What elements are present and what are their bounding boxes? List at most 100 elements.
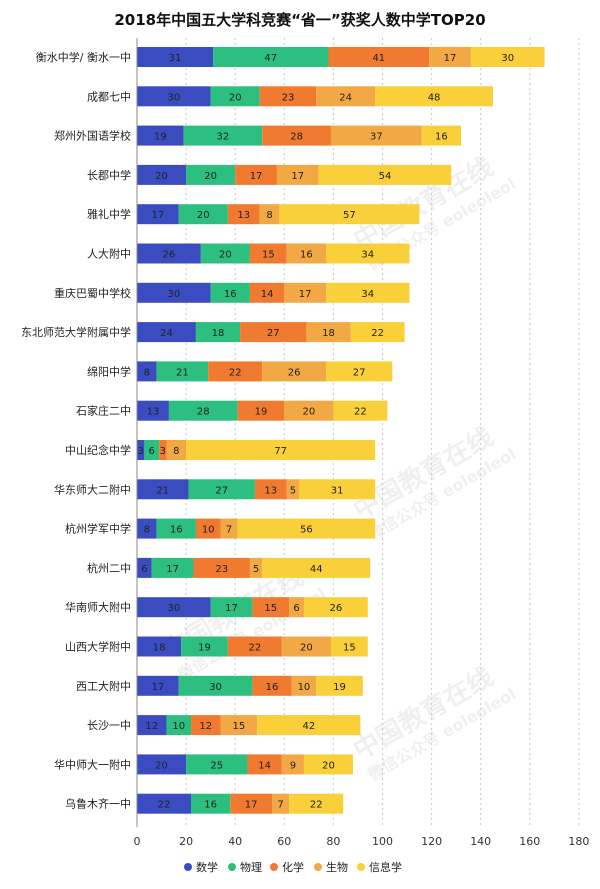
bar-segment <box>240 322 307 343</box>
data-label: 30 <box>501 53 514 64</box>
bar-row: 西工大附中 17 30 16 10 19 <box>76 675 363 696</box>
bar-segment <box>306 322 351 343</box>
bar-segment <box>137 557 152 578</box>
bar-segment <box>137 636 182 657</box>
data-label: 17 <box>291 171 304 182</box>
bar-segment <box>326 243 410 264</box>
bar-segment <box>137 164 187 185</box>
bar-row: 东北师范大学附属中学 24 18 27 18 22 <box>21 322 405 343</box>
category-label: 杭州二中 <box>87 561 131 575</box>
bar-row: 杭州二中 6 17 23 5 44 <box>87 557 371 578</box>
data-label: 17 <box>245 800 258 811</box>
bar-segment <box>281 636 331 657</box>
data-label: 41 <box>372 53 385 64</box>
bar-segment <box>137 793 192 814</box>
legend-label: 信息学 <box>369 860 402 874</box>
category-label: 山西大学附中 <box>65 640 131 654</box>
bar-segment <box>137 518 157 539</box>
bar-segment <box>276 164 319 185</box>
bar-segment <box>195 322 241 343</box>
data-label: 20 <box>204 171 217 182</box>
category-label: 石家庄二中 <box>76 404 131 418</box>
bar-segment <box>137 243 201 264</box>
data-label: 26 <box>288 367 301 378</box>
bar-segment <box>166 715 192 736</box>
bar-segment <box>289 793 344 814</box>
data-label: 22 <box>229 367 242 378</box>
bar-row: 重庆巴蜀中学校 30 16 14 17 34 <box>54 282 410 303</box>
bar-row: 郑州外国语学校 19 32 28 37 16 <box>54 125 462 146</box>
bar-segment <box>137 204 179 225</box>
category-label: 华东师大二附中 <box>54 482 131 496</box>
bar-segment <box>227 204 260 225</box>
bar-segment <box>318 164 452 185</box>
bar-segment <box>159 440 167 460</box>
bar-segment <box>137 440 145 460</box>
bar-row: 华中师大一附中 20 25 14 9 20 <box>54 754 354 775</box>
bar-segment <box>181 636 228 657</box>
bar-segment <box>144 440 160 460</box>
legend-swatch <box>270 863 278 871</box>
data-label: 21 <box>176 367 189 378</box>
bar-row: 衡水中学/ 衡水一中 31 47 41 17 30 <box>36 47 545 67</box>
bar-segment <box>284 282 327 303</box>
data-label: 77 <box>274 446 287 457</box>
x-tick-label: 80 <box>326 835 340 848</box>
bar-segment <box>284 400 334 421</box>
data-label: 27 <box>267 328 280 339</box>
data-label: 16 <box>300 250 313 261</box>
bar-segment <box>326 282 410 303</box>
bar-segment <box>350 322 405 343</box>
bar-row: 雅礼中学 17 20 13 8 57 <box>87 204 420 225</box>
bar-segment <box>235 164 277 185</box>
data-label: 20 <box>197 210 210 221</box>
bar-segment <box>299 479 376 500</box>
data-label: 6 <box>149 446 155 457</box>
bar-segment <box>220 518 238 539</box>
data-label: 25 <box>210 760 223 771</box>
bar-segment <box>249 557 263 578</box>
data-label: 42 <box>302 721 315 732</box>
bar-segment <box>210 86 260 107</box>
data-label: 8 <box>144 367 150 378</box>
data-label: 30 <box>167 92 180 103</box>
bar-segment <box>262 557 371 578</box>
data-label: 19 <box>255 407 268 418</box>
bar-segment <box>289 597 304 618</box>
bar-segment <box>254 479 287 500</box>
data-label: 23 <box>215 564 228 575</box>
bar-segment <box>421 125 462 146</box>
data-label: 3 <box>160 446 166 457</box>
data-label: 37 <box>370 132 383 143</box>
data-label: 28 <box>197 407 210 418</box>
data-label: 20 <box>219 250 232 261</box>
bar-segment <box>262 361 327 382</box>
data-label: 57 <box>343 210 356 221</box>
data-label: 12 <box>145 721 158 732</box>
bar-segment <box>247 754 282 775</box>
bar-segment <box>191 715 221 736</box>
bar-segment <box>191 793 231 814</box>
data-label: 31 <box>331 485 344 496</box>
data-label: 14 <box>261 289 274 300</box>
bar-segment <box>186 164 236 185</box>
bar-segment <box>168 400 238 421</box>
legend-item: 化学 <box>270 860 304 874</box>
data-label: 27 <box>353 367 366 378</box>
data-label: 44 <box>310 564 323 575</box>
category-label: 东北师范大学附属中学 <box>21 325 131 339</box>
bar-segment <box>259 86 317 107</box>
bar-row: 华南师大附中 30 17 15 6 26 <box>65 597 368 618</box>
data-label: 19 <box>333 682 346 693</box>
data-label: 27 <box>215 485 228 496</box>
data-label: 10 <box>298 682 311 693</box>
bar-segment <box>137 47 214 67</box>
grid-lines <box>185 38 580 827</box>
data-label: 17 <box>250 171 263 182</box>
data-label: 17 <box>225 603 238 614</box>
bar-segment <box>137 361 157 382</box>
data-label: 47 <box>264 53 277 64</box>
category-label: 郑州外国语学校 <box>54 129 131 143</box>
bar-segment <box>330 636 368 657</box>
